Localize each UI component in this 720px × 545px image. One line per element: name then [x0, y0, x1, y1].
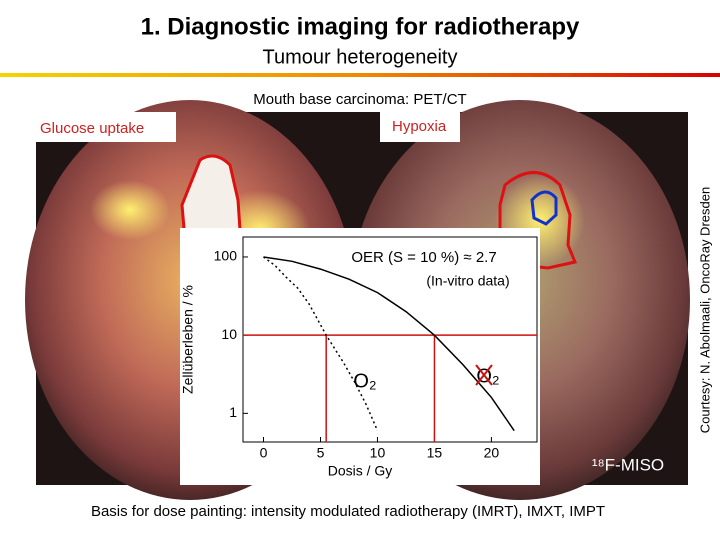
figure-caption: Mouth base carcinoma: PET/CT — [253, 91, 466, 108]
survival-curve — [263, 256, 515, 432]
inset-subtitle: (In-vitro data) — [426, 273, 509, 289]
x-tick-label: 20 — [484, 445, 500, 461]
x-tick-label: 10 — [370, 445, 386, 461]
right-label: Hypoxia — [392, 118, 447, 135]
y-tick-label: 10 — [221, 326, 237, 342]
inset-plot: 0 5 10 15 20 1 10 100 Dosis / Gy Zellüberleben / … — [180, 236, 538, 479]
x-tick-label: 15 — [427, 445, 443, 461]
slide-title: 1. Diagnostic imaging for radiotherapy — [141, 13, 580, 40]
y-tick-label: 1 — [229, 404, 237, 420]
x-axis-label: Dosis / Gy — [328, 463, 393, 479]
slide-subtitle: Tumour heterogeneity — [263, 46, 458, 68]
credit: Courtesy: N. Abolmaali, OncoRay Dresden — [697, 187, 712, 433]
footer: Basis for dose painting: intensity modul… — [91, 503, 605, 520]
curve-label: O₂ — [353, 370, 376, 392]
left-label: Glucose uptake — [40, 120, 144, 137]
y-axis-label: Zellüberleben / % — [180, 285, 196, 394]
plot-frame — [242, 236, 538, 443]
y-tick-label: 100 — [214, 248, 238, 264]
x-tick-label: 0 — [260, 445, 268, 461]
curve-label: O₂ — [476, 365, 499, 387]
tracer-label: ¹⁸F-MISO — [592, 455, 664, 474]
x-tick-label: 5 — [317, 445, 325, 461]
header-rule — [0, 73, 720, 77]
inset-title: OER (S = 10 %) ≈ 2.7 — [351, 249, 496, 266]
cross-out — [475, 364, 493, 386]
